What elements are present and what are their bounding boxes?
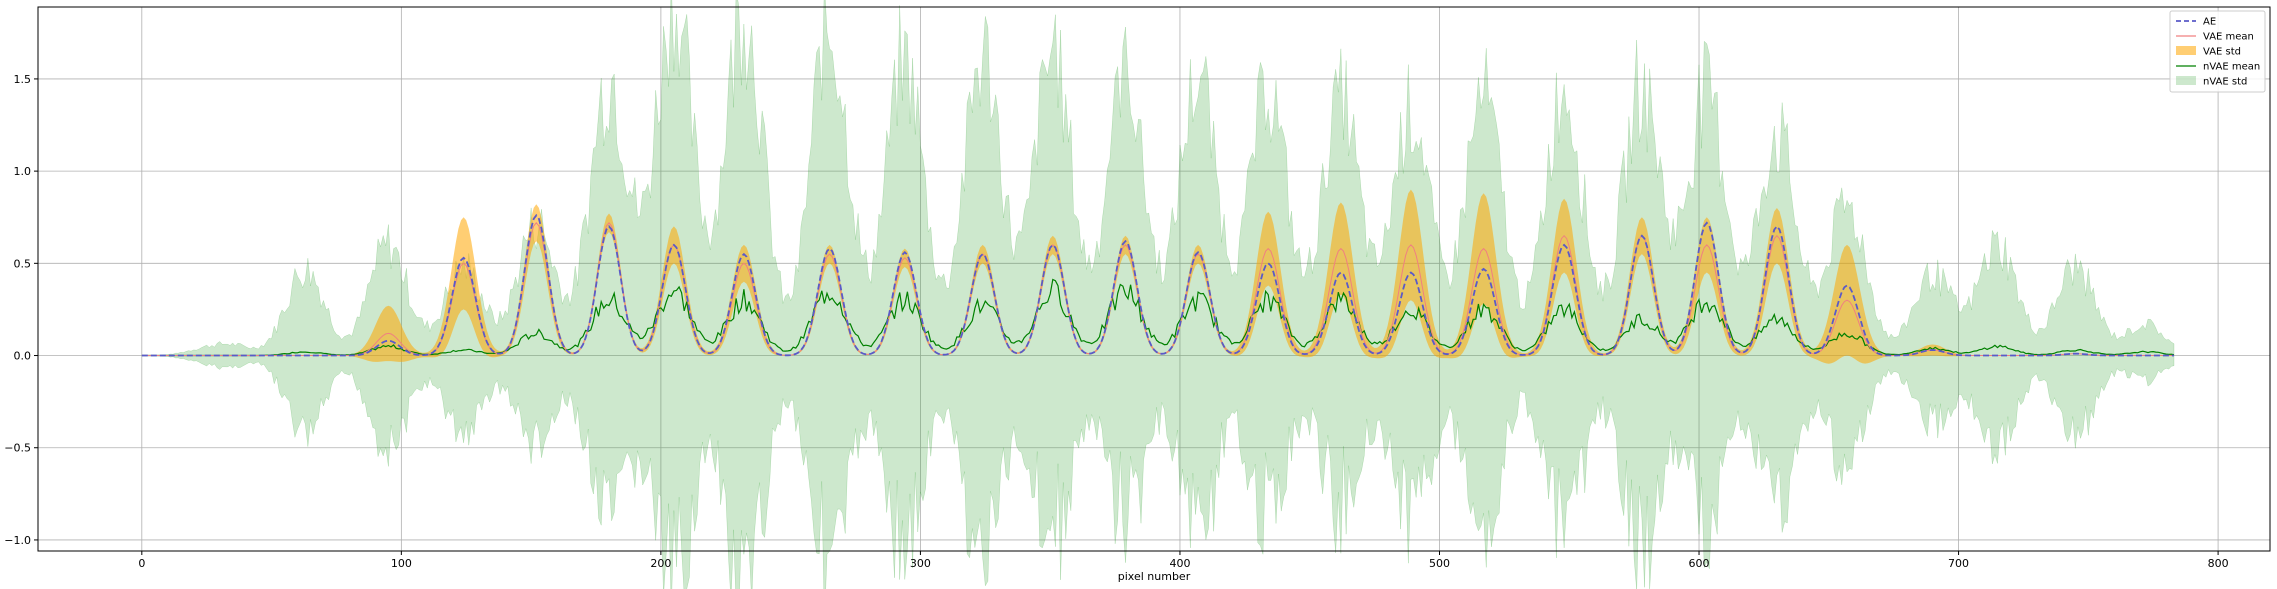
series-vae-mean-line <box>141 222 2174 357</box>
axis-ticks: 0 100 200 300 400 500 600 700 800 −1.0 −0.5 0.0 0.5 1… <box>4 73 2228 570</box>
legend-label: AE <box>2203 17 2216 28</box>
series-layer <box>141 0 2175 589</box>
grid <box>38 7 2270 551</box>
legend-swatch <box>2176 46 2196 55</box>
series-ae-line <box>141 213 2174 357</box>
x-tick-label: 100 <box>391 557 412 570</box>
legend-label: VAE std <box>2203 47 2241 58</box>
y-tick-label: −1.0 <box>4 534 31 547</box>
y-tick-label: 1.5 <box>14 73 32 86</box>
x-tick-label: 0 <box>138 557 145 570</box>
legend-label: nVAE std <box>2203 77 2247 88</box>
x-tick-label: 300 <box>910 557 931 570</box>
y-tick-label: 1.0 <box>14 165 32 178</box>
legend-swatch <box>2176 76 2196 85</box>
series-nvae-mean-line <box>141 278 2175 357</box>
x-tick-label: 700 <box>1948 557 1969 570</box>
legend: AE VAE mean VAE std nVAE mean nVAE std <box>2169 10 2266 93</box>
x-axis-label: pixel number <box>1118 570 1191 583</box>
x-tick-label: 600 <box>1689 557 1710 570</box>
x-tick-label: 200 <box>650 557 671 570</box>
legend-label: nVAE mean <box>2203 62 2260 73</box>
legend-box <box>2169 10 2266 93</box>
series-nvae-std-band <box>141 0 2175 589</box>
x-tick-label: 400 <box>1169 557 1190 570</box>
x-tick-label: 800 <box>2208 557 2229 570</box>
y-tick-label: 0.5 <box>14 257 32 270</box>
y-tick-label: −0.5 <box>4 442 31 455</box>
plot-frame <box>37 6 2271 552</box>
legend-label: VAE mean <box>2203 32 2254 43</box>
y-tick-label: 0.0 <box>14 350 32 363</box>
x-tick-label: 500 <box>1429 557 1450 570</box>
